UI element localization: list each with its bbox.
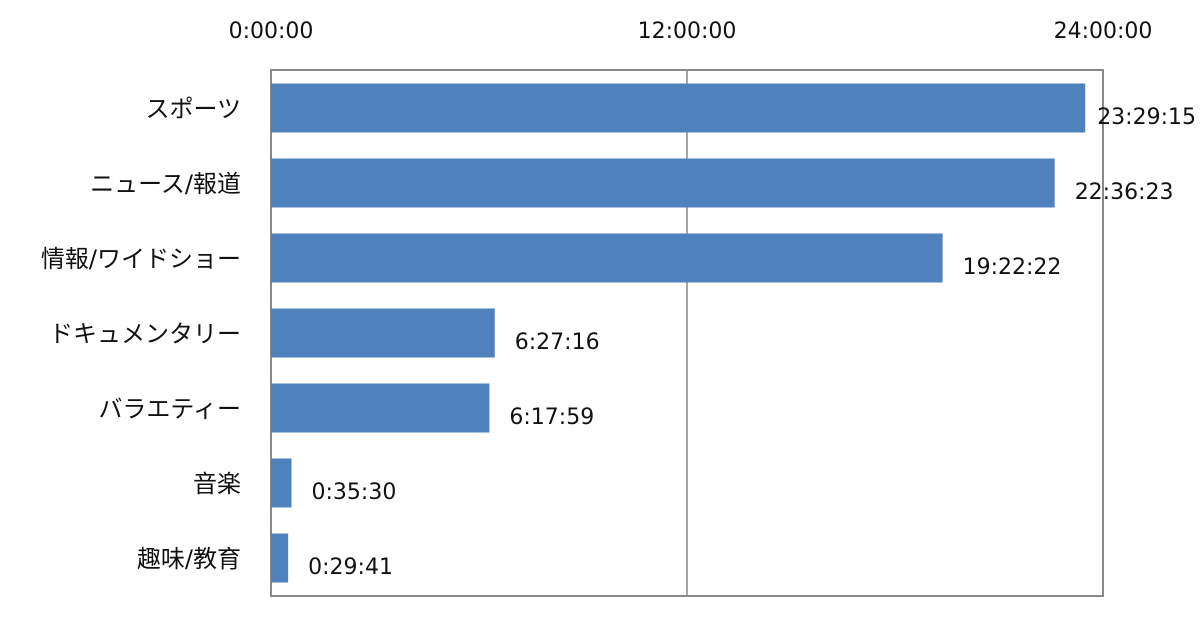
x-tick-label: 12:00:00 [638,19,737,44]
bar [271,533,289,583]
data-labels: 23:29:15 22:36:23 19:22:22 6:27:16 6:17:59 0:… [308,105,1196,580]
category-label: スポーツ [145,95,241,123]
bar [271,458,292,508]
category-labels: スポーツニュース/報道情報/ワイドショードキュメンタリーバラエティー音楽趣味/教… [41,95,241,573]
category-label: 音楽 [193,470,241,498]
category-label: 趣味/教育 [137,545,241,573]
data-label: 0:35:30 [312,480,397,505]
bar [271,308,495,358]
bar [271,383,490,433]
x-axis-ticks: 0:00:00 12:00:00 24:00:00 [229,19,1153,44]
bar [271,83,1086,133]
bar [271,233,943,283]
data-label: 6:27:16 [515,330,600,355]
data-label: 23:29:15 [1097,105,1196,130]
data-label: 6:17:59 [509,405,594,430]
category-label: ニュース/報道 [90,170,241,198]
category-label: 情報/ワイドショー [41,245,241,273]
data-label: 22:36:23 [1075,180,1174,205]
data-label: 19:22:22 [963,255,1062,280]
bar [271,158,1055,208]
x-tick-label: 0:00:00 [229,19,314,44]
category-label: ドキュメンタリー [49,320,241,348]
data-label: 0:29:41 [308,555,393,580]
category-label: バラエティー [98,395,241,423]
bars [271,83,1086,583]
x-tick-label: 24:00:00 [1054,19,1153,44]
